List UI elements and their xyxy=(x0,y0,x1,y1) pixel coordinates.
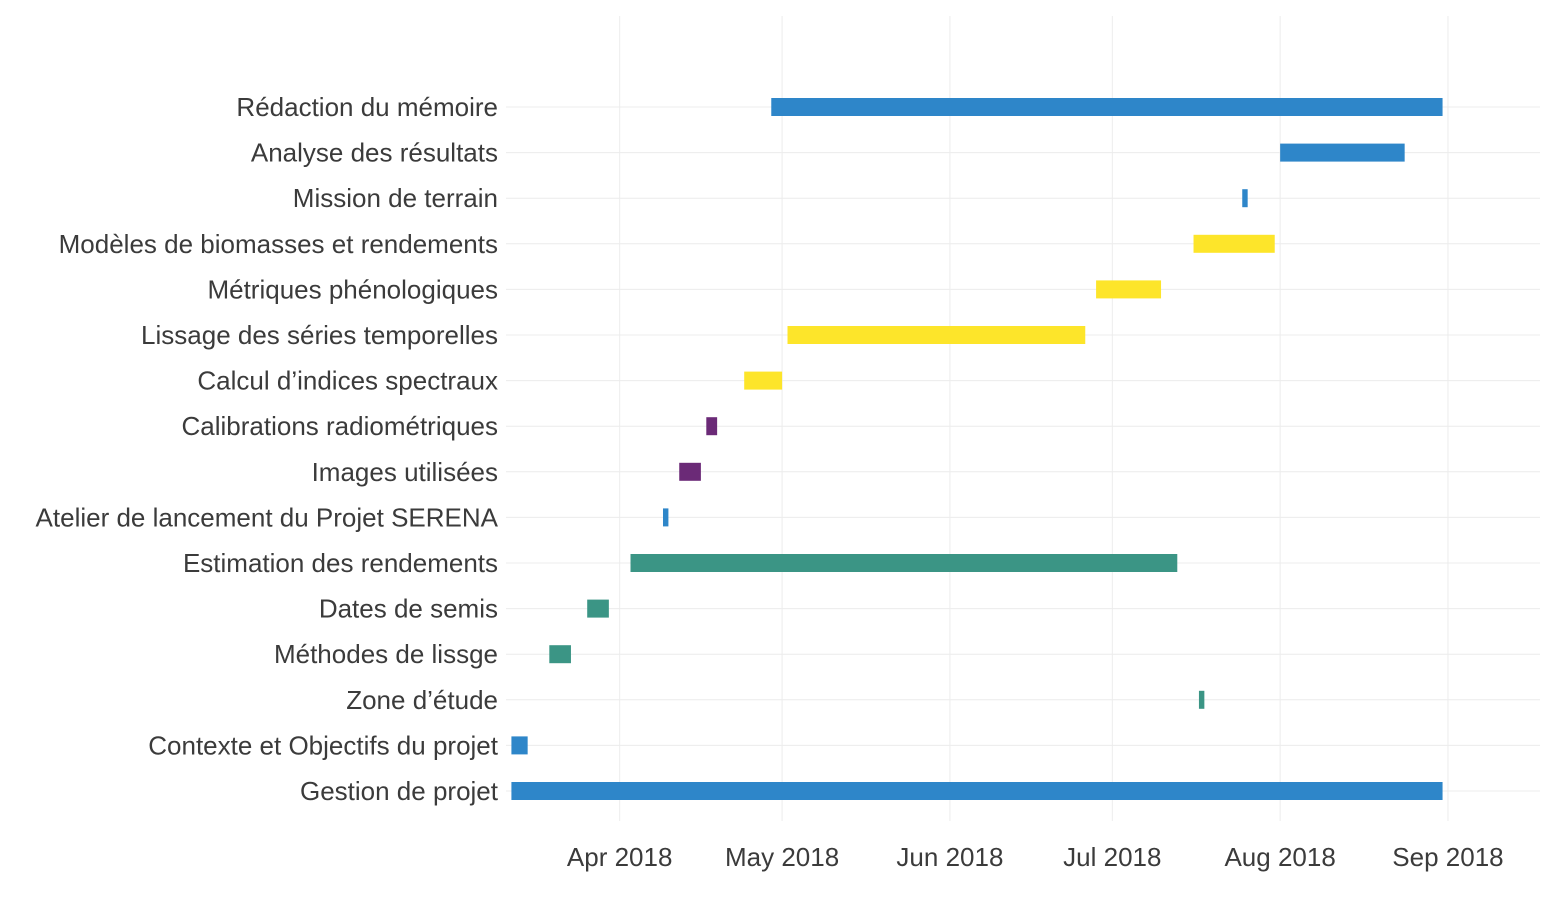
task-label: Analyse des résultats xyxy=(251,138,498,168)
task-label: Calibrations radiométriques xyxy=(182,411,498,441)
task-bar xyxy=(1280,143,1405,162)
task-bar xyxy=(511,736,528,755)
task-label: Gestion de projet xyxy=(300,776,499,806)
task-bar xyxy=(1096,280,1162,299)
task-label: Modèles de biomasses et rendements xyxy=(59,229,498,259)
task-bar xyxy=(679,462,701,481)
task-bar xyxy=(630,554,1178,572)
x-tick-label: Aug 2018 xyxy=(1224,842,1335,872)
task-bar xyxy=(1242,189,1248,208)
task-label: Méthodes de lissge xyxy=(274,639,498,669)
task-bar xyxy=(587,599,609,618)
x-tick-label: Jun 2018 xyxy=(896,842,1003,872)
task-bar xyxy=(706,417,718,436)
task-bar xyxy=(662,508,669,527)
task-bars xyxy=(511,98,1443,800)
task-label: Calcul d’indices spectraux xyxy=(197,366,498,396)
task-bar xyxy=(1198,690,1205,709)
task-label: Dates de semis xyxy=(319,594,498,624)
task-label: Rédaction du mémoire xyxy=(236,92,498,122)
x-tick-label: May 2018 xyxy=(725,842,839,872)
task-label: Images utilisées xyxy=(312,457,498,487)
x-tick-label: Sep 2018 xyxy=(1392,842,1503,872)
x-axis-ticks: Apr 2018 May 2018 Jun 2018 Jul 2018 Aug 2018… xyxy=(567,842,1504,872)
task-label: Mission de terrain xyxy=(293,183,498,213)
task-bar xyxy=(549,645,571,664)
x-tick-label: Apr 2018 xyxy=(567,842,673,872)
task-bar xyxy=(1193,234,1275,253)
task-label: Estimation des rendements xyxy=(183,548,498,578)
grid-lines xyxy=(506,16,1540,821)
task-label: Métriques phénologiques xyxy=(207,274,498,304)
task-label: Atelier de lancement du Projet SERENA xyxy=(36,502,499,532)
task-label: Contexte et Objectifs du projet xyxy=(148,730,499,760)
task-bar xyxy=(771,98,1443,116)
x-tick-label: Jul 2018 xyxy=(1063,842,1161,872)
task-label: Zone d’étude xyxy=(346,685,498,715)
task-labels: Rédaction du mémoire Analyse des résultat… xyxy=(36,92,499,806)
task-bar xyxy=(744,371,783,390)
task-bar xyxy=(511,782,1443,800)
task-bar xyxy=(787,326,1086,344)
task-label: Lissage des séries temporelles xyxy=(141,320,498,350)
